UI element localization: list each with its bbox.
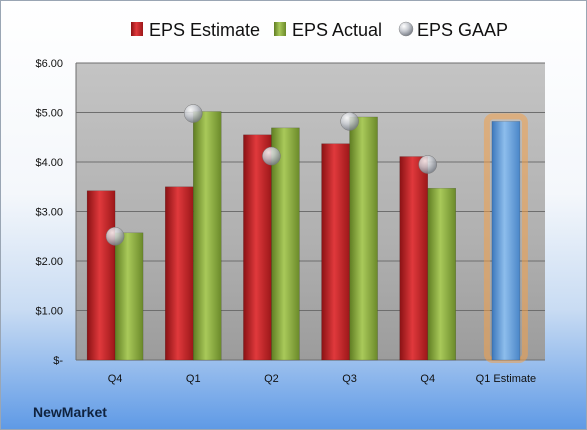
- legend-label-eps-gaap: EPS GAAP: [417, 20, 508, 40]
- marker-eps-gaap: [418, 155, 437, 174]
- x-tick-label: Q1: [186, 373, 201, 385]
- x-axis: Q4 Q1 Q2 Q3 Q4 Q1 Estimate: [108, 373, 536, 385]
- bar-eps-estimate: [86, 190, 116, 361]
- legend-swatch-eps-gaap: [398, 21, 414, 37]
- bar-eps-estimate: [321, 143, 350, 361]
- bar-eps-actual: [427, 187, 456, 361]
- bar-eps-estimate: [399, 156, 428, 361]
- marker-eps-gaap: [262, 146, 281, 166]
- y-tick-label: $6.00: [35, 58, 63, 70]
- bar-eps-actual: [349, 116, 378, 361]
- bar-eps-actual: [193, 111, 222, 361]
- legend-label-eps-estimate: EPS Estimate: [149, 20, 260, 40]
- bar-eps-estimate: [243, 134, 272, 361]
- bar-estimate: [491, 121, 521, 361]
- x-tick-label: Q3: [342, 373, 357, 385]
- legend: EPS Estimate EPS Actual EPS GAAP: [131, 20, 508, 40]
- bar-eps-estimate: [165, 186, 194, 361]
- legend-label-eps-actual: EPS Actual: [292, 20, 382, 40]
- x-tick-label: Q4: [420, 373, 435, 385]
- y-tick-label: $1.00: [35, 306, 63, 318]
- marker-eps-gaap: [105, 227, 125, 246]
- brand-label: NewMarket: [33, 404, 107, 420]
- bars: [86, 111, 528, 363]
- gridlines: [76, 62, 545, 361]
- bar-eps-actual: [271, 127, 300, 361]
- legend-swatch-eps-estimate: [131, 22, 143, 36]
- legend-swatch-eps-actual: [274, 22, 286, 36]
- y-tick-label: $-: [53, 355, 63, 367]
- bar-eps-actual: [114, 232, 144, 361]
- x-tick-label: Q2: [264, 373, 279, 385]
- y-tick-label: $3.00: [35, 207, 63, 219]
- y-tick-label: $5.00: [35, 108, 63, 120]
- y-axis: $- $1.00 $2.00 $3.00 $4.00 $5.00 $6.00: [35, 58, 77, 367]
- x-tick-label: Q1 Estimate: [476, 373, 537, 385]
- gaap-markers: [105, 104, 437, 246]
- x-tick-label: Q4: [108, 373, 123, 385]
- marker-eps-gaap: [184, 104, 203, 123]
- marker-eps-gaap: [340, 112, 359, 131]
- y-tick-label: $4.00: [35, 157, 63, 169]
- y-tick-label: $2.00: [35, 256, 63, 268]
